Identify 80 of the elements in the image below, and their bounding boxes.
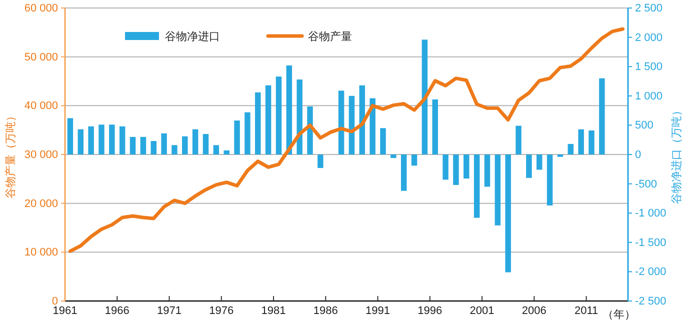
bar <box>505 154 511 272</box>
y-tick-label: 10 000 <box>24 246 58 259</box>
bar <box>244 112 250 154</box>
bar <box>213 145 220 154</box>
x-tick-label: 2006 <box>522 304 546 317</box>
bar <box>599 78 605 154</box>
bar <box>202 134 209 154</box>
bar <box>474 154 480 218</box>
bar <box>88 126 94 154</box>
y2-tick-label: 2 000 <box>635 32 663 44</box>
x-tick-label: 1966 <box>104 304 130 317</box>
bar <box>150 141 156 154</box>
bar <box>546 154 553 206</box>
y2-tick-label: 0 <box>635 149 642 162</box>
y-tick-label: 40 000 <box>24 100 58 112</box>
y-tick-label: 30 000 <box>24 149 58 162</box>
bar <box>140 136 146 154</box>
legend-label: 谷物产量 <box>308 30 352 43</box>
bar <box>484 154 490 187</box>
x-tick-label: 1981 <box>261 304 286 317</box>
bar <box>494 154 501 226</box>
x-tick-label: 2011 <box>574 304 598 317</box>
bar <box>109 124 115 154</box>
bar <box>67 118 74 154</box>
y2-tick-label: -2 500 <box>635 296 666 308</box>
bar <box>568 144 574 154</box>
bar <box>578 129 584 154</box>
bar <box>224 150 230 154</box>
bar <box>526 154 532 178</box>
x-tick-label: 1991 <box>366 304 390 317</box>
bar <box>296 79 302 154</box>
y2-tick-label: 500 <box>635 120 654 132</box>
bar <box>119 126 126 154</box>
bar <box>380 128 386 154</box>
bar <box>182 136 188 154</box>
bar <box>265 85 272 154</box>
bar <box>192 129 198 154</box>
x-tick-label: 1986 <box>313 304 338 317</box>
bar <box>588 130 594 154</box>
legend-label: 谷物净进口 <box>165 30 220 43</box>
y2-tick-label: 2 500 <box>635 2 663 15</box>
bar <box>338 90 344 154</box>
bar <box>234 120 240 154</box>
bar <box>432 99 438 154</box>
y-tick-label: 50 000 <box>24 51 58 64</box>
bar <box>453 154 459 185</box>
y-axis-title: 谷物产量（万吨） <box>4 110 17 198</box>
y2-tick-label: -500 <box>635 178 658 190</box>
bar <box>276 76 282 154</box>
bar <box>400 154 407 191</box>
bar <box>161 133 167 154</box>
bar <box>464 154 470 179</box>
bar <box>130 136 136 154</box>
line-series <box>68 27 625 253</box>
y2-tick-label: 1 000 <box>635 90 663 102</box>
y2-tick-label: -2 000 <box>635 266 666 278</box>
bar <box>516 126 522 154</box>
x-tick-label: 1961 <box>52 304 78 317</box>
bar <box>411 154 418 166</box>
x-tick-label: 1971 <box>157 304 182 317</box>
bar <box>370 98 376 154</box>
bar <box>536 154 542 170</box>
y2-tick-label: 1 500 <box>635 61 663 74</box>
bar <box>318 154 324 168</box>
bar <box>172 145 178 154</box>
bar <box>442 154 448 180</box>
bar <box>78 129 84 154</box>
y-tick-label: 60 000 <box>24 2 58 15</box>
y2-axis-title: 谷物净进口（万吨） <box>670 105 683 204</box>
bar <box>390 154 396 158</box>
bar <box>422 40 428 154</box>
x-tick-label: 1976 <box>209 304 234 317</box>
bar <box>255 92 261 154</box>
y2-tick-label: -1 000 <box>635 208 666 220</box>
x-tick-label: 1996 <box>418 304 442 317</box>
y-tick-label: 20 000 <box>24 198 58 210</box>
x-axis-title: （年） <box>602 308 636 321</box>
y2-tick-label: -1 500 <box>635 236 666 249</box>
x-tick-label: 2001 <box>470 304 494 317</box>
bar <box>98 124 104 154</box>
